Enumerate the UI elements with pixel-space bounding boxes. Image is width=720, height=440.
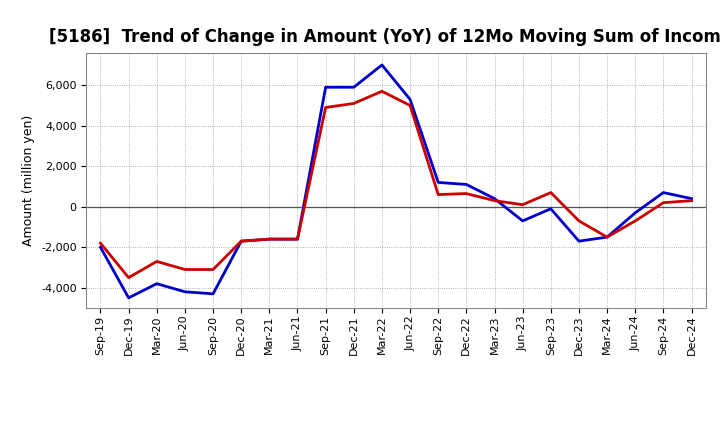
Ordinary Income [237,238,246,244]
Ordinary Income [518,218,527,224]
Ordinary Income [575,238,583,244]
Ordinary Income [293,236,302,242]
Ordinary Income [153,281,161,286]
Net Income [603,235,611,240]
Net Income [631,218,639,224]
Net Income [687,198,696,203]
Ordinary Income [181,289,189,294]
Net Income [237,238,246,244]
Ordinary Income [125,295,133,301]
Ordinary Income [406,97,415,102]
Ordinary Income [462,182,471,187]
Net Income [265,236,274,242]
Ordinary Income [209,291,217,297]
Ordinary Income [349,84,358,90]
Net Income [659,200,667,205]
Net Income [181,267,189,272]
Ordinary Income [377,62,386,68]
Ordinary Income [603,235,611,240]
Ordinary Income [265,236,274,242]
Net Income [293,236,302,242]
Ordinary Income [687,196,696,201]
Ordinary Income [321,84,330,90]
Net Income [575,218,583,224]
Net Income [377,88,386,94]
Y-axis label: Amount (million yen): Amount (million yen) [22,115,35,246]
Ordinary Income [546,206,555,211]
Net Income [546,190,555,195]
Net Income [96,241,105,246]
Ordinary Income [490,196,499,201]
Net Income [153,259,161,264]
Net Income [434,192,443,197]
Net Income [209,267,217,272]
Net Income [518,202,527,207]
Net Income [490,198,499,203]
Net Income [462,191,471,196]
Ordinary Income [659,190,667,195]
Ordinary Income [631,210,639,216]
Line: Net Income: Net Income [101,91,691,278]
Ordinary Income [96,245,105,250]
Net Income [321,105,330,110]
Net Income [125,275,133,280]
Title: [5186]  Trend of Change in Amount (YoY) of 12Mo Moving Sum of Incomes: [5186] Trend of Change in Amount (YoY) o… [50,28,720,46]
Ordinary Income [434,180,443,185]
Net Income [349,101,358,106]
Net Income [406,103,415,108]
Line: Ordinary Income: Ordinary Income [101,65,691,298]
